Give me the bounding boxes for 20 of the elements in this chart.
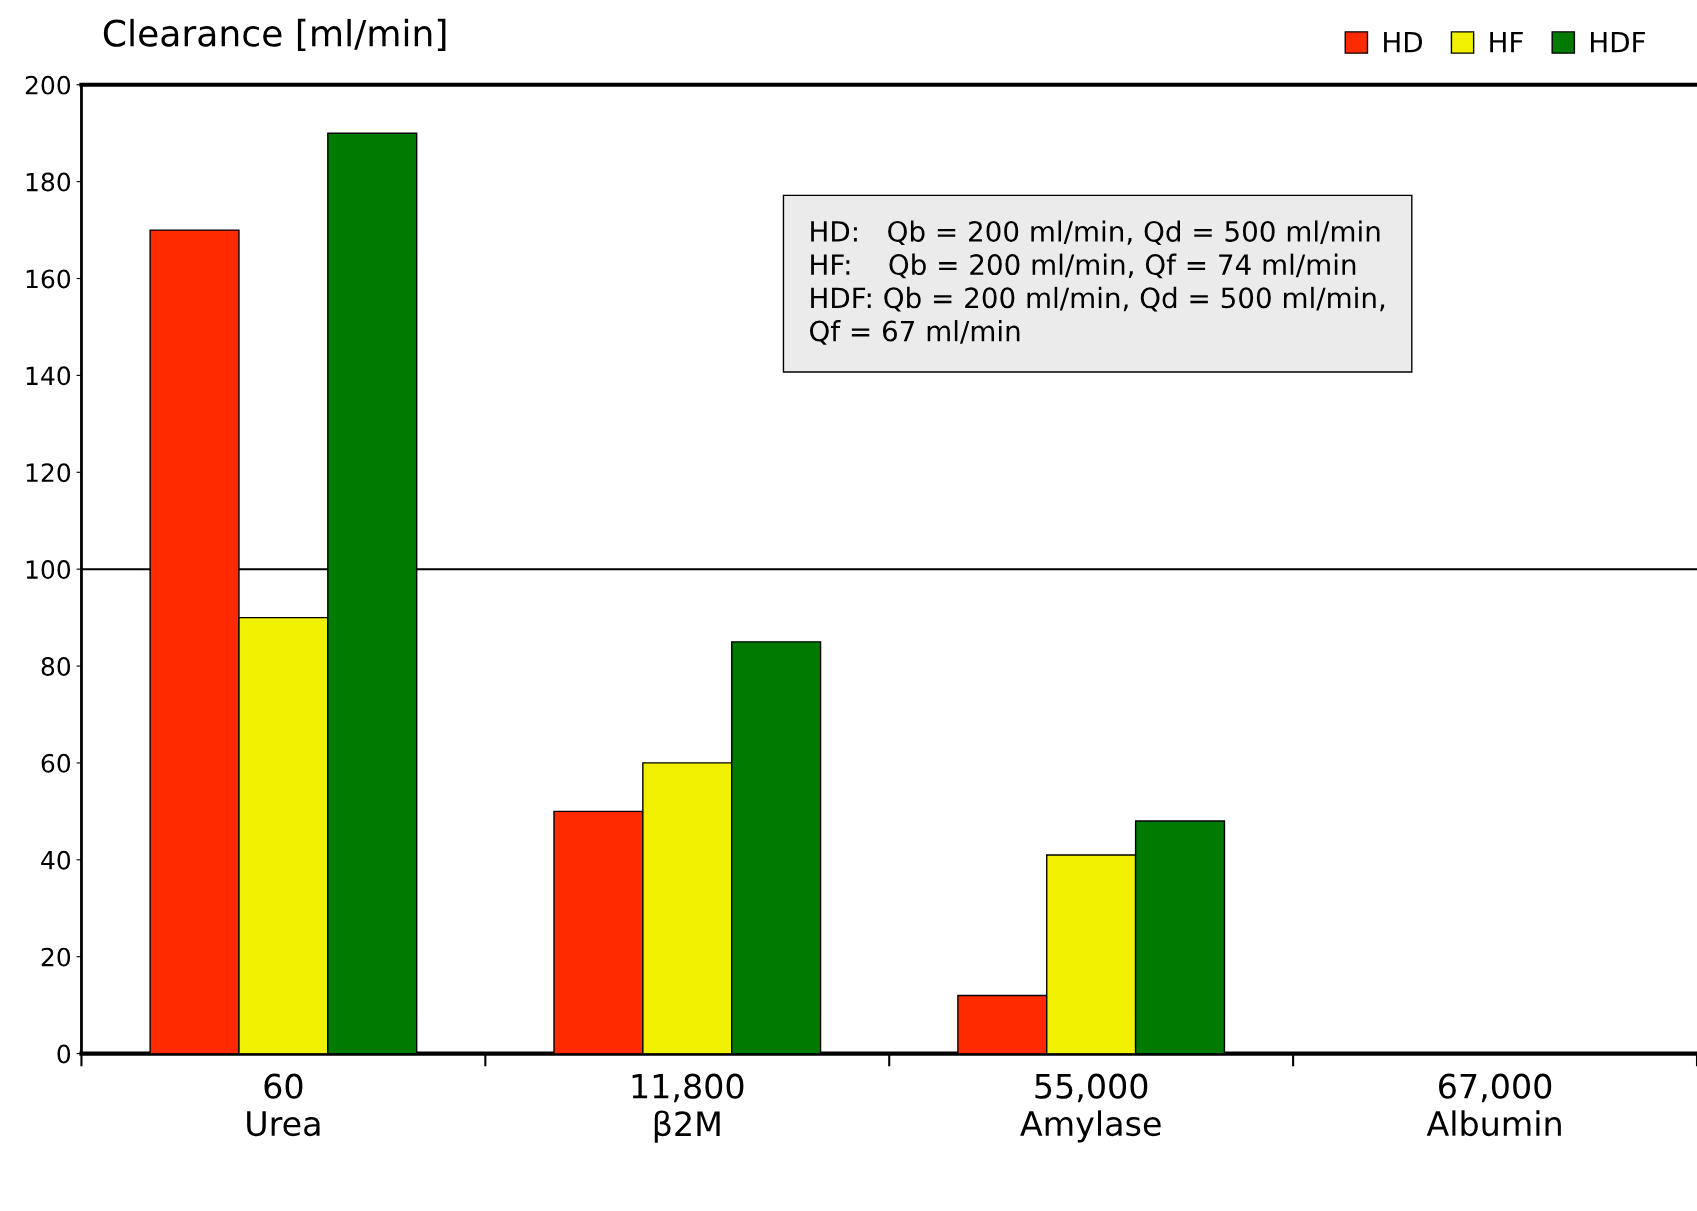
x-tick-label: 55,000 Amylase (1020, 1073, 1161, 1143)
annotation: HD: Qb = 200 ml/min, Qd = 500 ml/min HF: Qb = 200 ml/min, Qf = 74 ml/min HDF: Qb = 200 ml/min, Qd = 500 ml/min, Qf = 67 ml/min (810, 220, 1385, 345)
y-tick-label: 100 (26, 560, 71, 580)
y-tick-label: 20 (41, 947, 71, 967)
y-tick-label: 120 (26, 463, 71, 483)
y-axis-title: Clearance [ml/min] (103, 18, 446, 52)
y-tick-label: 200 (25, 75, 71, 95)
y-tick-label: 60 (41, 753, 71, 773)
legend-label: HD (1384, 31, 1422, 53)
y-tick-label: 160 (26, 269, 71, 289)
legend-label: HDF (1591, 31, 1645, 53)
y-tick-label: 40 (41, 850, 71, 870)
y-tick-label: 0 (57, 1044, 71, 1064)
x-tick-label: 11,800 β2M (632, 1073, 744, 1143)
x-tick-label: 67,000 Albumin (1426, 1073, 1561, 1137)
y-tick-label: 180 (26, 172, 71, 192)
x-tick-label: 60 Urea (247, 1073, 320, 1137)
y-tick-label: 140 (26, 366, 71, 386)
legend-label: HF (1490, 31, 1523, 53)
y-tick-label: 80 (41, 656, 71, 676)
